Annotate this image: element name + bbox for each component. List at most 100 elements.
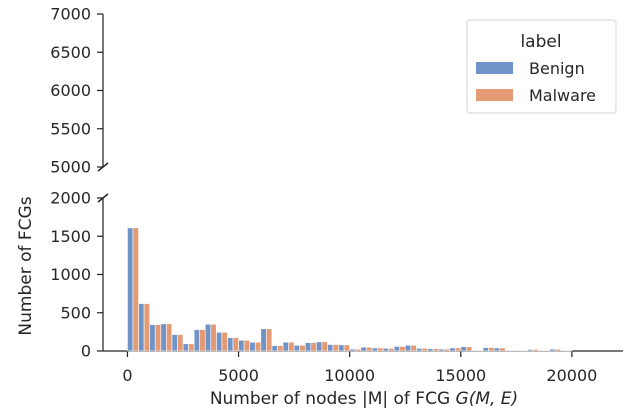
bar-malware (154, 324, 162, 352)
bar-benign (160, 323, 167, 352)
bar-benign (327, 344, 334, 352)
y-tick-label: 5500 (50, 119, 91, 138)
legend-swatch-malware (476, 89, 513, 101)
bar-benign (504, 349, 512, 352)
bar-malware (454, 347, 462, 352)
y-tick-label: 6000 (50, 81, 91, 100)
bar-malware (366, 346, 373, 352)
bar-benign (549, 348, 556, 352)
y-tick-label: 0 (81, 342, 91, 361)
bar-malware (288, 341, 295, 352)
bar-malware (310, 342, 317, 352)
bar-malware (143, 303, 150, 352)
bar-malware (443, 348, 450, 352)
bar-benign (238, 339, 245, 352)
bar-malware (232, 337, 239, 352)
bar-malware (510, 349, 517, 352)
bar-benign (404, 344, 412, 352)
y-axis-label: Number of FCGs (16, 196, 36, 335)
y-tick-label: 6500 (50, 43, 91, 62)
bar-benign (527, 349, 534, 352)
bar-benign (127, 227, 134, 352)
axis-break-marks (97, 162, 109, 203)
bar-malware (221, 331, 228, 352)
bar-malware (266, 328, 273, 352)
bar-malware (466, 346, 473, 352)
bar-benign (360, 346, 367, 352)
bar-benign (382, 348, 389, 352)
bar-benign (493, 347, 500, 352)
bar-malware (321, 341, 328, 352)
bar-benign (427, 348, 434, 352)
bar-benign (460, 346, 467, 352)
bar-benign (338, 344, 345, 352)
x-tick-label: 10000 (324, 366, 375, 385)
legend-swatch-benign (476, 62, 513, 74)
bar-malware (499, 347, 506, 352)
legend-label-malware: Malware (529, 86, 596, 105)
bar-benign (293, 344, 300, 352)
bar-benign (249, 341, 256, 352)
bar-malware (566, 349, 573, 352)
bar-benign (416, 348, 423, 352)
bar-malware (377, 347, 384, 352)
y-tick-label: 5000 (50, 158, 91, 177)
x-axis-ticks: 0 5000 10000 15000 20000 (122, 351, 597, 385)
bar-benign (349, 348, 356, 352)
bar-benign (482, 347, 489, 352)
y-tick-label: 500 (60, 303, 91, 322)
bar-benign (393, 346, 400, 352)
bar-benign (371, 347, 378, 352)
y-tick-label: 1500 (50, 227, 91, 246)
upper-y-ticks: 5000 5500 6000 6500 7000 (50, 5, 103, 177)
bar-benign (471, 349, 478, 352)
bar-malware (432, 348, 439, 352)
bar-benign (227, 337, 234, 352)
bar-malware (188, 343, 195, 352)
bar-malware (166, 323, 173, 352)
bar-benign (149, 324, 156, 352)
bar-malware (132, 227, 139, 352)
bar-malware (343, 344, 350, 352)
bar-malware (554, 348, 562, 352)
legend-title: label (520, 32, 561, 52)
bar-benign (182, 343, 189, 352)
x-tick-label: 20000 (546, 366, 597, 385)
bar-malware (532, 349, 539, 352)
bar-malware (243, 339, 250, 352)
break-mark (97, 162, 109, 172)
bar-benign (193, 329, 200, 352)
bar-malware (477, 349, 484, 352)
x-tick-label: 5000 (218, 366, 259, 385)
bar-benign (260, 328, 267, 352)
bar-benign (304, 342, 312, 352)
y-tick-label: 1000 (50, 265, 91, 284)
y-tick-label: 7000 (50, 5, 91, 24)
bar-malware (410, 344, 417, 352)
bar-malware (254, 341, 262, 352)
legend: label Benign Malware (466, 19, 617, 114)
bar-benign (271, 345, 278, 352)
bar-malware (299, 344, 306, 352)
upper-panel: 5000 5500 6000 6500 7000 (50, 5, 104, 177)
bar-benign (449, 347, 456, 352)
x-tick-label: 0 (122, 366, 132, 385)
bar-malware (488, 347, 495, 352)
bar-malware (388, 348, 395, 352)
bar-malware (521, 349, 528, 352)
x-axis-label: Number of nodes |M| of FCG G(M, E) (210, 389, 518, 409)
bar-benign (316, 341, 323, 352)
bar-malware (210, 323, 217, 352)
bar-benign (560, 349, 567, 352)
y-tick-label: 2000 (50, 189, 91, 208)
bar-malware (354, 348, 362, 352)
bar-benign (204, 323, 212, 352)
bar-benign (438, 348, 445, 352)
bar-benign (138, 303, 145, 352)
bar-benign (216, 331, 223, 352)
x-tick-label: 15000 (435, 366, 486, 385)
bar-benign (171, 334, 178, 352)
bar-benign (516, 349, 523, 352)
bar-malware (421, 348, 428, 352)
